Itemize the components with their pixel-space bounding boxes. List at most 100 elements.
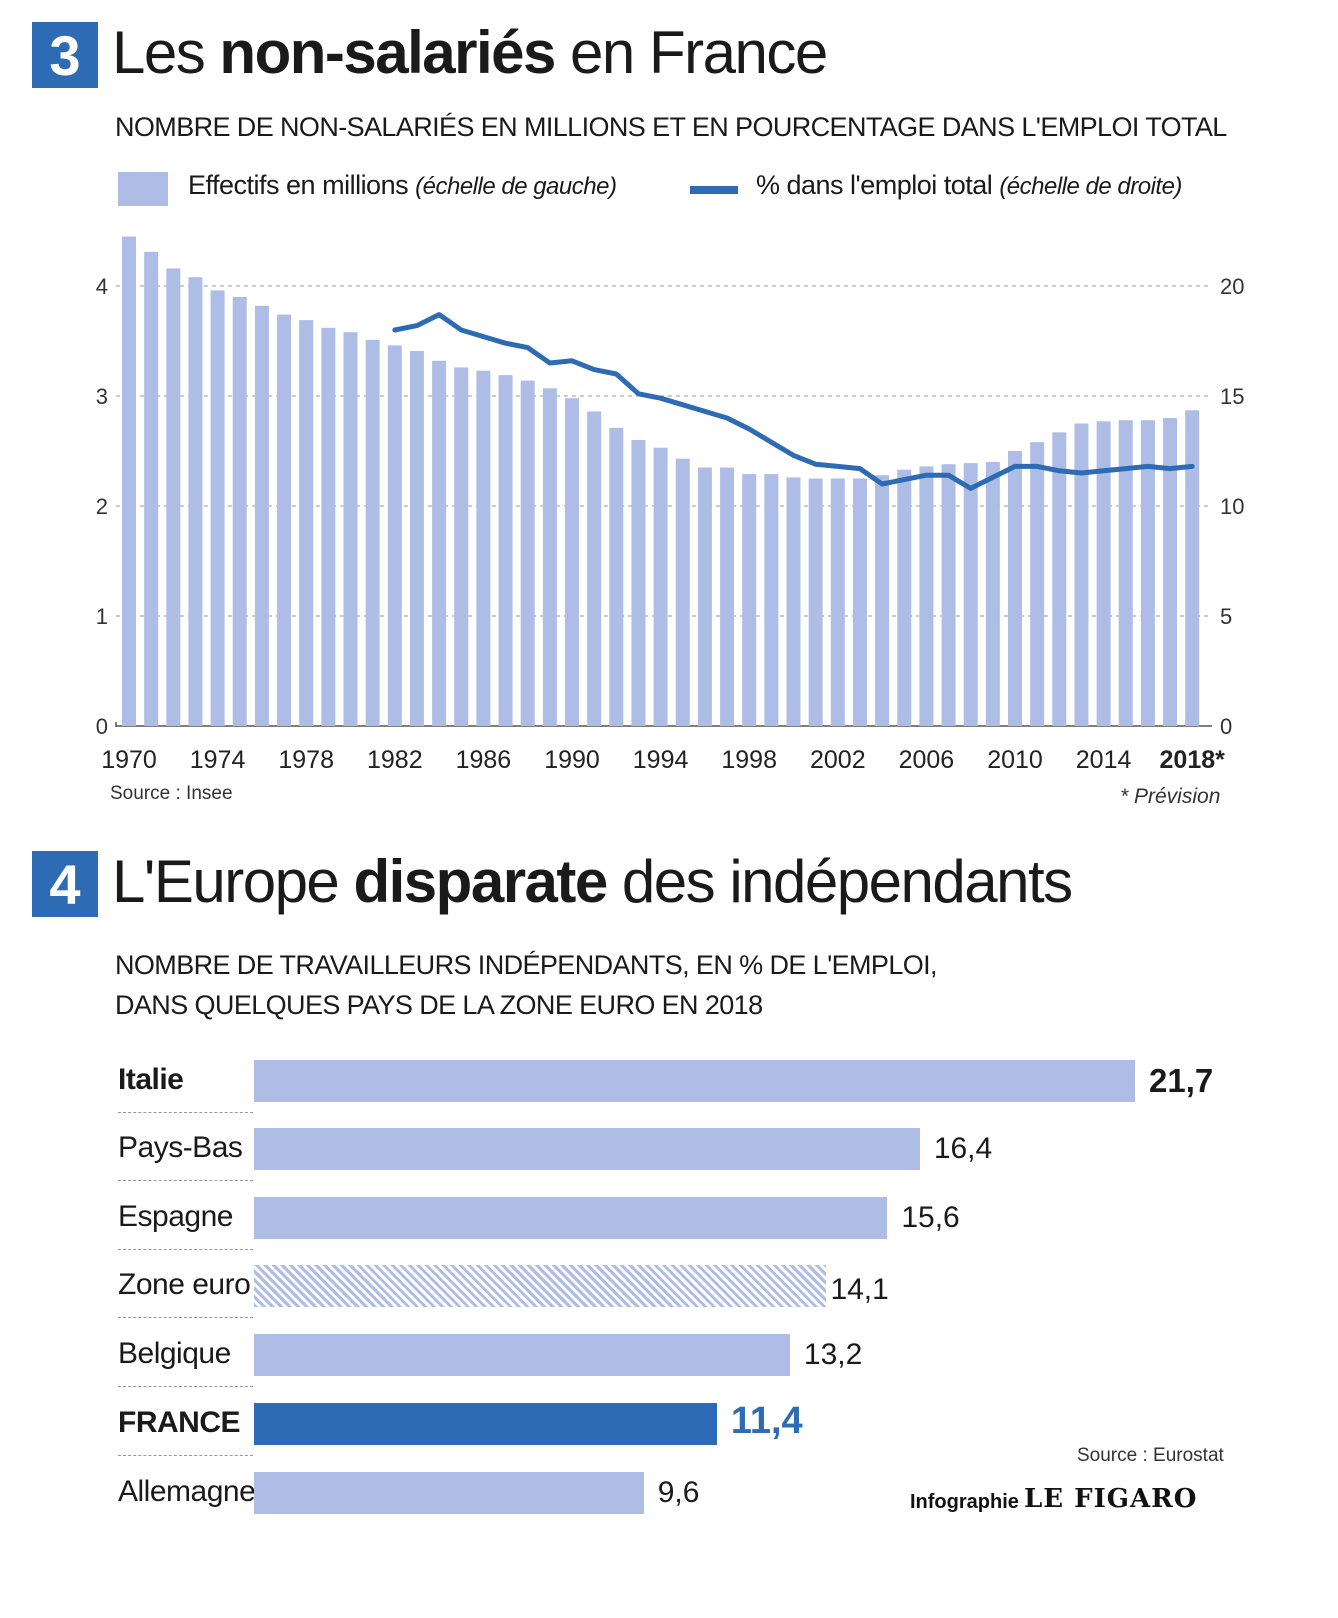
section-3-title-part-1: Les xyxy=(112,19,220,86)
bar-1985 xyxy=(454,367,469,726)
employment-chart: 0 1 2 3 4 0 5 10 15 20 1970 1974 1978 1982 1986 1990 199… xyxy=(96,236,1244,774)
section-4-source: Source : Eurostat xyxy=(1077,1445,1224,1466)
bar-2002 xyxy=(830,478,845,726)
bar-1971 xyxy=(144,251,159,726)
bar-value-label: 11,4 xyxy=(730,1400,803,1442)
bar-1999 xyxy=(764,474,779,726)
bar-1984 xyxy=(432,360,447,726)
y-left-tick-label: 4 xyxy=(96,274,108,299)
x-tick-label: 1978 xyxy=(278,746,334,774)
y-left-tick-label: 1 xyxy=(96,604,108,629)
bar-value-label: 15,6 xyxy=(901,1201,960,1234)
country-bar xyxy=(254,1472,644,1514)
section-4-badge: 4 xyxy=(32,851,98,917)
country-bar xyxy=(254,1334,790,1376)
x-tick-label: 1986 xyxy=(456,746,512,774)
bar-1977 xyxy=(277,314,292,726)
x-tick-label: 2018* xyxy=(1160,746,1226,774)
bar-1993 xyxy=(631,440,646,726)
country-label: Italie xyxy=(118,1063,184,1096)
country-bar xyxy=(254,1197,888,1239)
bar-2008 xyxy=(963,463,978,726)
bar-2006 xyxy=(919,466,934,726)
y-right-tick-label: 15 xyxy=(1220,384,1244,409)
bar-1997 xyxy=(720,467,735,726)
bar-2017 xyxy=(1163,418,1178,726)
row-separator xyxy=(118,1249,253,1250)
section-3-title-part-2: en France xyxy=(554,19,828,86)
bar-2004 xyxy=(875,475,890,726)
section-3-subtitle: NOMBRE DE NON-SALARIÉS EN MILLIONS ET EN… xyxy=(115,112,1227,142)
country-label: Pays-Bas xyxy=(118,1131,243,1164)
bar-1980 xyxy=(343,332,358,726)
country-bar xyxy=(254,1403,717,1445)
section-4-title-part-2: des indépendants xyxy=(606,848,1073,915)
country-label: FRANCE xyxy=(118,1406,241,1439)
bar-1988 xyxy=(520,380,535,726)
section-4-title-bold: disparate xyxy=(353,848,608,915)
section-4-title: L'Europe disparate des indépendants xyxy=(112,847,1073,916)
country-label: Allemagne xyxy=(118,1475,256,1508)
bar-1986 xyxy=(476,370,491,726)
bar-1987 xyxy=(498,375,513,726)
legend-bars-text: Effectifs en millions xyxy=(188,170,409,200)
bar-2012 xyxy=(1052,432,1067,726)
bar-2010 xyxy=(1008,451,1022,726)
section-3-title-bold: non-salariés xyxy=(219,19,556,86)
bar-value-label: 14,1 xyxy=(830,1273,889,1306)
y-right-tick-label: 20 xyxy=(1220,274,1244,299)
section-3-badge: 3 xyxy=(32,22,98,88)
x-tick-label: 2010 xyxy=(987,746,1043,774)
x-tick-label: 1994 xyxy=(633,746,689,774)
legend-line-note: (échelle de droite) xyxy=(999,173,1182,200)
legend-bars-label: Effectifs en millions (échelle de gauche… xyxy=(188,170,617,201)
bar-value-label: 9,6 xyxy=(657,1476,700,1509)
section-4-subtitle-line-2: DANS QUELQUES PAYS DE LA ZONE EURO EN 20… xyxy=(115,990,763,1020)
row-separator xyxy=(118,1317,253,1318)
x-tick-label: 1970 xyxy=(101,746,157,774)
y-right-tick-label: 5 xyxy=(1220,604,1232,629)
bar-2011 xyxy=(1030,442,1045,726)
bar-1973 xyxy=(188,277,203,726)
bar-1975 xyxy=(232,297,247,726)
bar-1970 xyxy=(122,236,136,726)
bar-1989 xyxy=(542,388,557,726)
country-label: Zone euro xyxy=(118,1268,251,1301)
bar-1994 xyxy=(653,447,668,726)
row-separator xyxy=(118,1112,253,1113)
bar-2000 xyxy=(786,477,801,726)
bar-2003 xyxy=(852,478,867,726)
y-right-tick-label: 0 xyxy=(1220,714,1232,739)
bar-2005 xyxy=(897,469,912,726)
section-3-source: Source : Insee xyxy=(110,783,233,804)
country-label: Belgique xyxy=(118,1337,231,1370)
bar-1983 xyxy=(409,350,424,726)
bar-1995 xyxy=(675,458,690,726)
le-figaro-logo: LE FIGARO xyxy=(1024,1484,1198,1514)
country-bar xyxy=(254,1060,1135,1102)
country-bar xyxy=(254,1128,920,1170)
bar-1978 xyxy=(299,320,314,726)
x-tick-label: 2002 xyxy=(810,746,866,774)
section-4-title-part-1: L'Europe xyxy=(112,848,354,915)
bar-2015 xyxy=(1118,420,1133,726)
country-label: Espagne xyxy=(118,1200,233,1233)
x-tick-label: 2006 xyxy=(899,746,955,774)
country-bar xyxy=(254,1265,827,1307)
bar-1982 xyxy=(387,345,402,726)
section-3-title: Les non-salariés en France xyxy=(112,18,828,87)
bar-1979 xyxy=(321,327,336,726)
bar-2018 xyxy=(1185,410,1200,726)
section-4-subtitle-line-1: NOMBRE DE TRAVAILLEURS INDÉPENDANTS, EN … xyxy=(115,950,938,980)
y-left-tick-label: 3 xyxy=(96,384,108,409)
x-tick-label: 2014 xyxy=(1076,746,1132,774)
credit-prefix: Infographie xyxy=(910,1491,1019,1513)
y-right-tick-label: 10 xyxy=(1220,494,1244,519)
bar-1998 xyxy=(742,474,757,726)
bar-1991 xyxy=(587,411,602,726)
bar-2014 xyxy=(1096,421,1111,726)
legend-line-text: % dans l'emploi total xyxy=(756,170,993,200)
bar-1992 xyxy=(609,427,624,726)
bar-2007 xyxy=(941,464,956,726)
